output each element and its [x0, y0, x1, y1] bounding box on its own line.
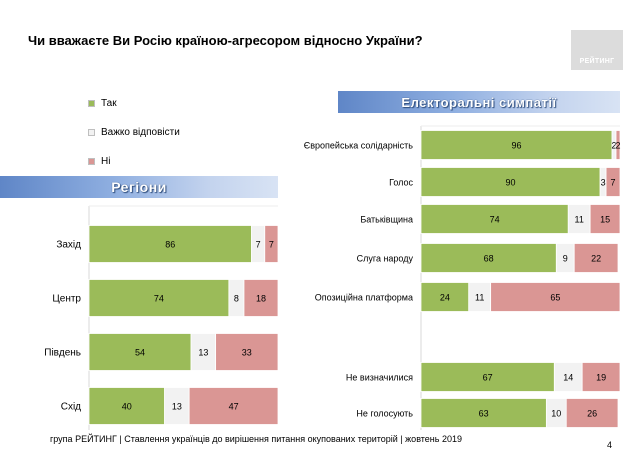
regions-bar-yes [88, 333, 192, 371]
regions-value-label: 8 [234, 294, 239, 304]
regions-category-label: Захід [56, 240, 81, 251]
parties-bar-no [565, 398, 619, 428]
parties-bar-yes [420, 243, 557, 273]
parties-value-label: 24 [440, 293, 450, 303]
parties-bar-yes [420, 362, 555, 392]
parties-bar-no [581, 362, 621, 392]
regions-chart: Захід 86 7 7 Центр 74 8 18 Південь 54 13 33 Схід 40 13… [44, 205, 279, 430]
legend-label-yes: Так [101, 98, 117, 109]
legend-item-hard-to-say: Важко відповісти [88, 127, 180, 138]
parties-value-label: 15 [600, 215, 610, 225]
parties-value-label: 2 [612, 141, 617, 151]
parties-bar-no [605, 167, 621, 197]
regions-value-label: 18 [256, 294, 266, 304]
parties-value-label: 2 [616, 141, 621, 151]
regions-value-label: 13 [198, 348, 208, 358]
regions-bar-no [215, 333, 279, 371]
parties-bar-no [615, 130, 621, 160]
parties-bar-no [490, 282, 621, 312]
legend-label-hard-to-say: Важко відповісти [101, 127, 180, 138]
parties-category-label: Не голосують [356, 409, 413, 419]
legend-swatch-no [88, 158, 95, 165]
legend-item-yes: Так [88, 98, 117, 109]
regions-bar-hard-to-say [164, 387, 190, 425]
parties-category-label: Батьківщина [360, 215, 413, 225]
regions-value-label: 74 [154, 294, 164, 304]
legend-swatch-yes [88, 100, 95, 107]
legend-label-no: Ні [101, 156, 111, 167]
footer-text: група РЕЙТИНГ | Ставлення українців до в… [50, 434, 462, 444]
parties-value-label: 26 [587, 409, 597, 419]
parties-category-label: Європейська солідарність [304, 141, 414, 151]
parties-category-label: Опозиційна платформа [315, 293, 413, 303]
parties-value-label: 74 [490, 215, 500, 225]
parties-chart: Європейська солідарність 96 22 Голос 90 3 7 Бат… [304, 125, 621, 430]
parties-category-label: Голос [389, 178, 413, 188]
regions-category-label: Схід [61, 402, 81, 413]
brand-logo: РЕЙТИНГ [571, 30, 623, 70]
parties-bar-yes [420, 167, 601, 197]
parties-bar-no [589, 204, 621, 234]
parties-value-label: 11 [575, 215, 584, 225]
regions-value-label: 7 [269, 240, 274, 250]
parties-value-label: 9 [563, 254, 568, 264]
parties-bar-yes [420, 204, 569, 234]
parties-value-label: 7 [611, 178, 616, 188]
regions-value-label: 47 [229, 402, 239, 412]
parties-value-label: 11 [475, 293, 484, 303]
parties-value-label: 67 [483, 373, 493, 383]
regions-value-label: 33 [242, 348, 252, 358]
parties-value-label: 68 [484, 254, 494, 264]
brand-logo-text: РЕЙТИНГ [579, 58, 615, 65]
regions-bar-yes [88, 225, 252, 263]
parties-category-label: Слуга народу [357, 254, 414, 264]
regions-value-label: 40 [122, 402, 132, 412]
regions-bar-yes [88, 387, 165, 425]
page-number: 4 [607, 440, 613, 450]
regions-bar-no [188, 387, 279, 425]
regions-category-label: Центр [52, 294, 81, 305]
legend-item-no: Ні [88, 156, 110, 167]
parties-value-label: 90 [506, 178, 516, 188]
regions-value-label: 13 [172, 402, 182, 412]
parties-value-label: 63 [479, 409, 489, 419]
regions-chart-title: Регіони [0, 176, 278, 198]
parties-value-label: 10 [551, 409, 561, 419]
parties-bar-no [573, 243, 619, 273]
parties-value-label: 22 [591, 254, 601, 264]
regions-value-label: 86 [165, 240, 175, 250]
regions-bar-no [243, 279, 279, 317]
parties-category-label: Не визначилися [346, 373, 413, 383]
parties-value-label: 19 [596, 373, 606, 383]
legend-swatch-hard-to-say [88, 129, 95, 136]
parties-chart-title: Електоральні симпатії [338, 91, 620, 113]
parties-value-label: 96 [512, 141, 522, 151]
parties-bar-yes [420, 398, 547, 428]
regions-value-label: 7 [256, 240, 261, 250]
parties-value-label: 14 [563, 373, 573, 383]
regions-category-label: Південь [44, 348, 81, 359]
parties-bar-yes [420, 130, 613, 160]
parties-value-label: 65 [550, 293, 560, 303]
regions-bar-no [264, 225, 279, 263]
page-title: Чи вважаєте Ви Росію країною-агресором в… [28, 33, 423, 48]
regions-value-label: 54 [135, 348, 145, 358]
parties-value-label: 3 [601, 178, 606, 188]
